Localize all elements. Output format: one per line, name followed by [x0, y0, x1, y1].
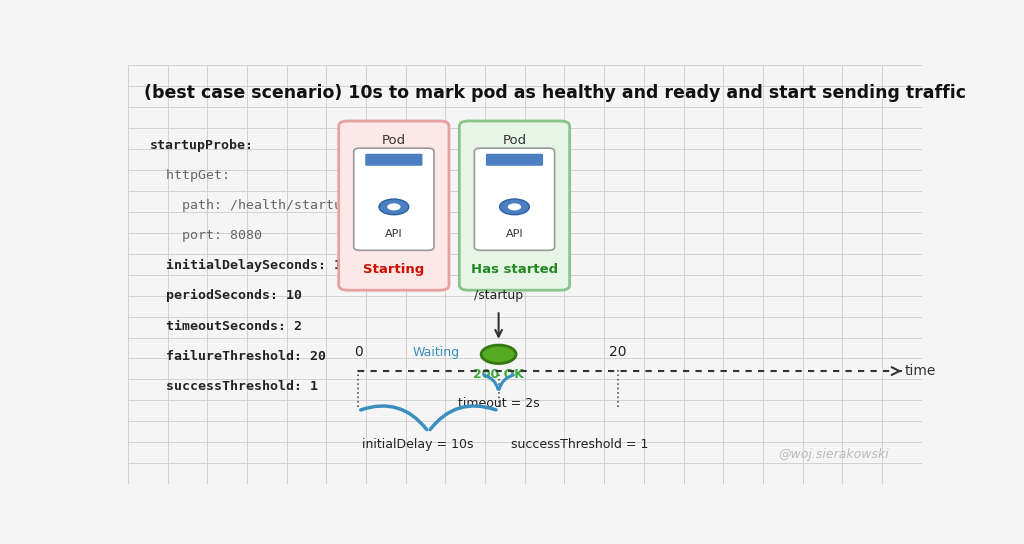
Text: path: /health/startup: path: /health/startup [151, 199, 350, 212]
Text: Pod: Pod [503, 134, 526, 146]
Text: API: API [506, 230, 523, 239]
Text: time: time [904, 364, 936, 378]
Text: Starting: Starting [364, 263, 425, 276]
Text: startupProbe:: startupProbe: [151, 139, 254, 152]
Text: Waiting: Waiting [413, 347, 460, 360]
FancyBboxPatch shape [339, 121, 449, 290]
FancyBboxPatch shape [474, 148, 555, 250]
Text: Pod: Pod [382, 134, 406, 146]
Text: failureThreshold: 20: failureThreshold: 20 [151, 350, 327, 363]
Text: 0: 0 [353, 345, 362, 360]
Text: API: API [385, 230, 402, 239]
Circle shape [481, 345, 516, 363]
FancyBboxPatch shape [366, 154, 423, 166]
FancyBboxPatch shape [353, 148, 434, 250]
FancyBboxPatch shape [485, 154, 543, 166]
Circle shape [500, 199, 529, 215]
Text: initialDelay = 10s: initialDelay = 10s [362, 438, 474, 451]
Text: httpGet:: httpGet: [151, 169, 230, 182]
Text: @woj.sierakowski: @woj.sierakowski [778, 448, 890, 461]
Text: successThreshold = 1: successThreshold = 1 [511, 438, 648, 451]
Text: periodSeconds: 10: periodSeconds: 10 [151, 289, 302, 302]
Text: successThreshold: 1: successThreshold: 1 [151, 380, 318, 393]
Text: (best case scenario) 10s to mark pod as healthy and ready and start sending traf: (best case scenario) 10s to mark pod as … [143, 84, 966, 102]
Text: 20: 20 [609, 345, 627, 360]
FancyBboxPatch shape [460, 121, 569, 290]
Circle shape [508, 203, 521, 211]
Text: initialDelaySeconds: 10: initialDelaySeconds: 10 [151, 259, 350, 273]
Text: 10: 10 [489, 345, 508, 360]
Text: 200 OK: 200 OK [473, 368, 524, 381]
Circle shape [379, 199, 409, 215]
Text: timeout = 2s: timeout = 2s [458, 397, 540, 410]
Text: /startup: /startup [474, 288, 523, 301]
Circle shape [387, 203, 400, 211]
Text: Has started: Has started [471, 263, 558, 276]
Text: port: 8080: port: 8080 [151, 229, 262, 242]
Text: timeoutSeconds: 2: timeoutSeconds: 2 [151, 319, 302, 332]
